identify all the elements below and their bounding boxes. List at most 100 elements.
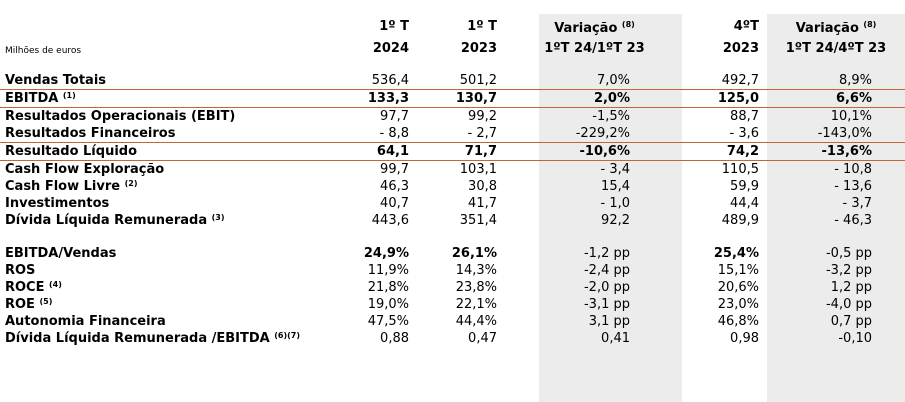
cell-col4: 110,5 — [721, 162, 759, 177]
col3-header: Variação (8) — [507, 14, 682, 40]
row-label-text: EBITDA — [5, 91, 59, 106]
cell-col1: 24,9% — [363, 246, 409, 261]
col1-subheader: 2024 — [372, 41, 409, 56]
row-label-text: Investimentos — [5, 196, 110, 211]
row-label-text: Dívida Líquida Remunerada /EBITDA — [5, 331, 270, 346]
row-label-text: Autonomia Financeira — [5, 314, 166, 329]
cell-col1: 0,88 — [380, 331, 409, 346]
table-row-resultados-operacionais-ebit: Resultados Operacionais (EBIT) 97,7 99,2 -1… — [0, 108, 905, 126]
cell-col3: 7,0% — [507, 72, 682, 90]
row-label-text: Resultados Operacionais (EBIT) — [5, 109, 236, 124]
cell-col5: 10,1% — [830, 109, 872, 124]
cell-col1: 443,6 — [371, 213, 409, 228]
cell-col4: 44,4 — [730, 196, 759, 211]
cell-col5: - 3,7 — [842, 196, 873, 211]
cell-col5: - 46,3 — [834, 213, 872, 228]
table-row-cash-flow-livre: Cash Flow Livre (2) 46,3 30,8 15,4 59,9 - 13,… — [0, 178, 905, 195]
table-row-roce: ROCE (4) 21,8% 23,8% -2,0 pp 20,6% 1,2 pp — [0, 279, 905, 296]
table-row-resultados-financeiros: Resultados Financeiros - 8,8 - 2,7 -229,2% -… — [0, 125, 905, 143]
cell-col2: 41,7 — [468, 196, 497, 211]
row-label: Resultados Operacionais (EBIT) — [0, 108, 330, 126]
cell-col1: 40,7 — [380, 196, 409, 211]
row-label: ROS — [0, 262, 330, 279]
cell-col3: -229,2% — [575, 126, 630, 141]
row-label: Investimentos — [0, 195, 330, 212]
cell-col1: 46,3 — [380, 179, 409, 194]
cell-col2: 130,7 — [417, 89, 507, 108]
table-row-ros: ROS 11,9% 14,3% -2,4 pp 15,1% -3,2 pp — [0, 262, 905, 279]
row-label-text: Vendas Totais — [5, 73, 107, 88]
table-row-divida-liquida-remunerada: Dívida Líquida Remunerada (3) 443,6 351,4 9… — [0, 212, 905, 229]
row-label-text: ROCE — [5, 280, 45, 295]
table-row-investimentos: Investimentos 40,7 41,7 - 1,0 44,4 - 3,7 — [0, 195, 905, 212]
cell-col2: - 2,7 — [467, 126, 498, 141]
row-label: EBITDA (1) — [0, 89, 330, 108]
row-label-text: Cash Flow Livre — [5, 179, 121, 194]
cell-col5: 8,9% — [767, 72, 905, 90]
col2-header: 1º T — [467, 19, 497, 34]
col4-header: 4ºT — [733, 19, 759, 34]
col3-header-text: Variação — [554, 21, 618, 36]
cell-col3: -10,6% — [507, 142, 682, 161]
row-footnote-ref: (4) — [49, 280, 62, 289]
cell-col2: 30,8 — [468, 179, 497, 194]
financial-indicators-table: 1º T 1º T Variação (8) 4ºT Variação (8) … — [0, 14, 905, 347]
row-label: ROE (5) — [0, 296, 330, 313]
cell-col4: 88,7 — [730, 109, 759, 124]
cell-col1: 47,5% — [367, 314, 409, 329]
cell-col4: 59,9 — [730, 179, 759, 194]
col3-header-note: (8) — [621, 20, 635, 29]
table-row-autonomia-financeira: Autonomia Financeira 47,5% 44,4% 3,1 pp 46,8… — [0, 313, 905, 330]
cell-col1: 99,7 — [380, 162, 409, 177]
row-label-text: Resultados Financeiros — [5, 126, 176, 141]
cell-col2: 103,1 — [459, 162, 497, 177]
row-label: Vendas Totais — [0, 72, 330, 90]
units-label: Milhões de euros — [5, 46, 82, 56]
cell-col4: 74,2 — [682, 142, 767, 161]
row-label-text: Resultado Líquido — [5, 144, 138, 159]
table-row-vendas-totais: Vendas Totais 536,4 501,2 7,0% 492,7 8,9% — [0, 72, 905, 90]
col5-header-text: Variação — [795, 21, 859, 36]
row-label: Resultados Financeiros — [0, 125, 330, 143]
row-label-text: EBITDA/Vendas — [5, 246, 117, 261]
cell-col2: 99,2 — [468, 109, 497, 124]
cell-col2: 26,1% — [451, 246, 497, 261]
cell-col4: 46,8% — [717, 314, 759, 329]
cell-col5: 0,7 pp — [830, 314, 872, 329]
row-label: Dívida Líquida Remunerada (3) — [0, 212, 330, 229]
cell-col3: -1,5% — [592, 109, 630, 124]
row-label: Cash Flow Exploração — [0, 161, 330, 179]
cell-col3: 92,2 — [601, 213, 630, 228]
cell-col2: 23,8% — [455, 280, 497, 295]
row-label: ROCE (4) — [0, 279, 330, 296]
col3-subheader: 1ºT 24/1ºT 23 — [544, 41, 645, 56]
table-row-ebitda: EBITDA (1) 133,3 130,7 2,0% 125,0 6,6% — [0, 89, 905, 108]
group-gap — [0, 229, 905, 245]
cell-col2: 351,4 — [459, 213, 497, 228]
main-indicators-group: Vendas Totais 536,4 501,2 7,0% 492,7 8,9% EBIT… — [0, 72, 905, 229]
ratio-indicators-group: EBITDA/Vendas 24,9% 26,1% -1,2 pp 25,4% -0,5 … — [0, 245, 905, 347]
header-blank — [0, 14, 330, 40]
cell-col5: - 10,8 — [834, 162, 872, 177]
cell-col3: -2,4 pp — [583, 263, 630, 278]
col1-header: 1º T — [379, 19, 409, 34]
row-footnote-ref: (3) — [211, 213, 225, 222]
header-gap — [0, 58, 905, 72]
table-row-cash-flow-exploracao: Cash Flow Exploração 99,7 103,1 - 3,4 110,5 -… — [0, 161, 905, 179]
cell-col3: 3,1 pp — [588, 314, 630, 329]
row-footnote-ref: (2) — [124, 179, 138, 188]
table-row-divida-liquida-remunerada-ebitda: Dívida Líquida Remunerada /EBITDA (6)(7)… — [0, 330, 905, 347]
cell-col2: 501,2 — [417, 72, 507, 90]
cell-col3: -3,1 pp — [583, 297, 630, 312]
cell-col5: 6,6% — [767, 89, 905, 108]
col5-subheader: 1ºT 24/4ºT 23 — [785, 41, 887, 56]
cell-col4: 23,0% — [717, 297, 759, 312]
cell-col1: 133,3 — [330, 89, 417, 108]
row-label: Autonomia Financeira — [0, 313, 330, 330]
cell-col1: 21,8% — [367, 280, 409, 295]
cell-col1: 19,0% — [367, 297, 409, 312]
cell-col1: - 8,8 — [379, 126, 410, 141]
row-label-text: Cash Flow Exploração — [5, 162, 165, 177]
row-label: Dívida Líquida Remunerada /EBITDA (6)(7) — [0, 330, 330, 347]
cell-col4: 15,1% — [717, 263, 759, 278]
